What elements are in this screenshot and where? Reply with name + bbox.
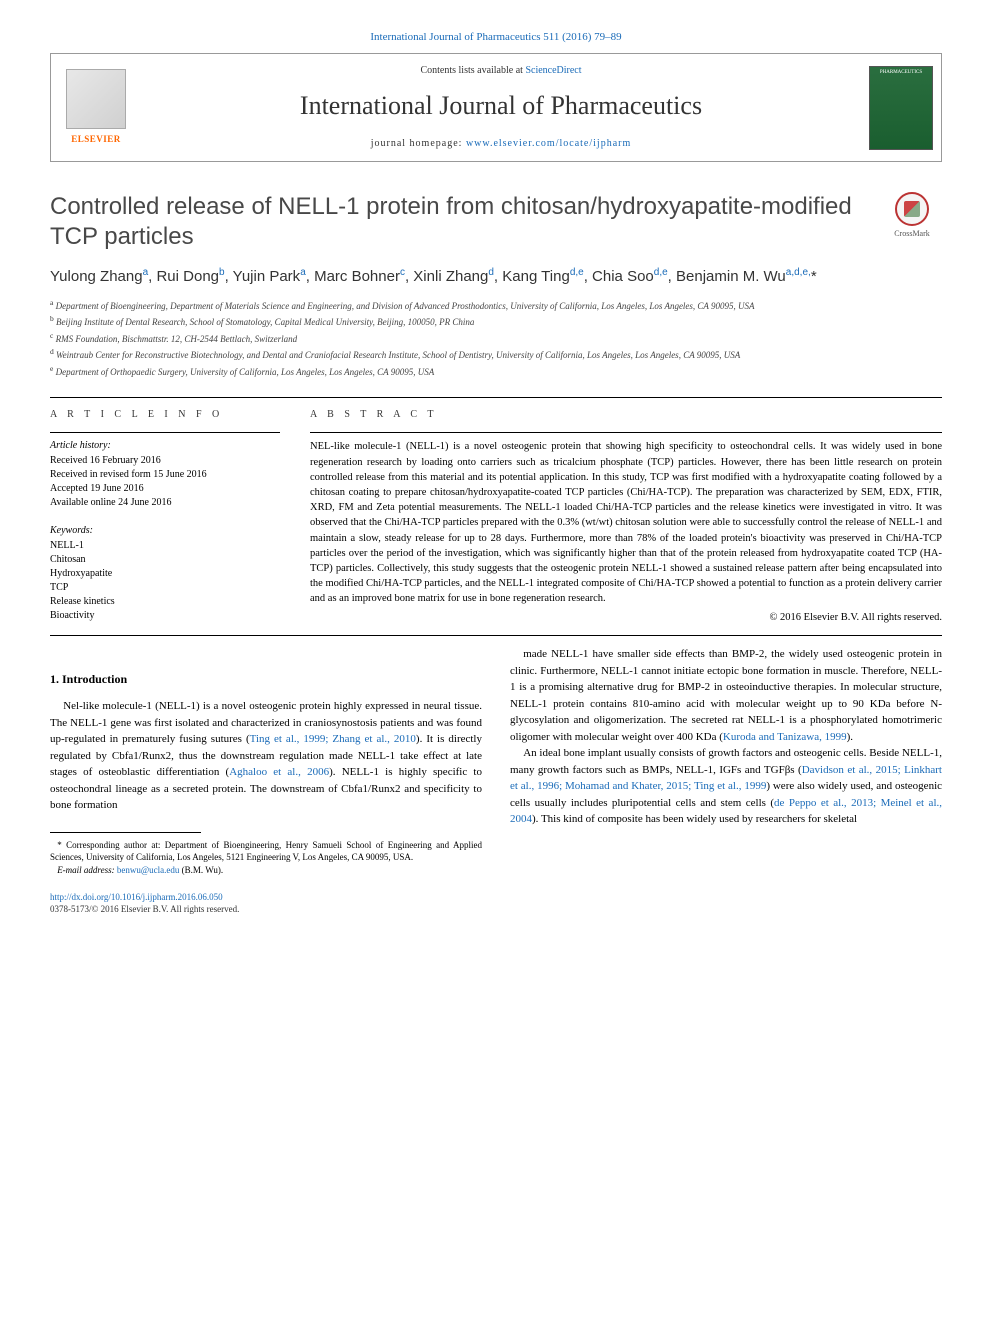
abstract-copyright: © 2016 Elsevier B.V. All rights reserved… xyxy=(310,611,942,626)
crossmark-badge[interactable]: CrossMark xyxy=(882,192,942,239)
article-info: A R T I C L E I N F O Article history: R… xyxy=(50,408,280,625)
journal-header: ELSEVIER Contents lists available at Sci… xyxy=(50,53,942,161)
cover-thumbnail: PHARMACEUTICS xyxy=(869,66,933,150)
article-title: Controlled release of NELL-1 protein fro… xyxy=(50,192,862,252)
elsevier-logo[interactable]: ELSEVIER xyxy=(51,54,141,160)
affiliation-line: c RMS Foundation, Bischmattstr. 12, CH-2… xyxy=(50,330,942,347)
authors-line: Yulong Zhanga, Rui Dongb, Yujin Parka, M… xyxy=(50,266,942,287)
crossmark-label: CrossMark xyxy=(894,229,930,238)
history-line: Received 16 February 2016 xyxy=(50,454,280,468)
contents-prefix: Contents lists available at xyxy=(420,65,525,76)
citation-link[interactable]: Ting et al., 1999; Zhang et al., 2010 xyxy=(250,733,416,745)
section-divider xyxy=(50,635,942,636)
info-abstract-row: A R T I C L E I N F O Article history: R… xyxy=(50,408,942,625)
cover-label: PHARMACEUTICS xyxy=(872,69,930,76)
keyword: Chitosan xyxy=(50,553,280,567)
email-label: E-mail address: xyxy=(57,865,117,875)
citation-link[interactable]: Aghaloo et al., 2006 xyxy=(229,766,329,778)
history-line: Received in revised form 15 June 2016 xyxy=(50,468,280,482)
affiliation-line: d Weintraub Center for Reconstructive Bi… xyxy=(50,346,942,363)
title-row: Controlled release of NELL-1 protein fro… xyxy=(50,192,942,252)
sciencedirect-link[interactable]: ScienceDirect xyxy=(525,65,581,76)
keyword: Hydroxyapatite xyxy=(50,567,280,581)
doi-link[interactable]: http://dx.doi.org/10.1016/j.ijpharm.2016… xyxy=(50,891,942,904)
email-link[interactable]: benwu@ucla.edu xyxy=(117,865,180,875)
email-suffix: (B.M. Wu). xyxy=(179,865,223,875)
keyword: NELL-1 xyxy=(50,539,280,553)
contents-line: Contents lists available at ScienceDirec… xyxy=(161,64,841,78)
keyword: TCP xyxy=(50,581,280,595)
issn-line: 0378-5173/© 2016 Elsevier B.V. All right… xyxy=(50,903,942,916)
body-two-column: 1. Introduction Nel-like molecule-1 (NEL… xyxy=(50,646,942,876)
keywords-label: Keywords: xyxy=(50,524,280,538)
corresponding-footnote: * Corresponding author at: Department of… xyxy=(50,839,482,864)
body-text: ). This kind of composite has been widel… xyxy=(532,813,857,825)
journal-name: International Journal of Pharmaceutics xyxy=(161,88,841,124)
crossmark-icon xyxy=(895,192,929,226)
abstract-heading: A B S T R A C T xyxy=(310,408,942,422)
journal-homepage: journal homepage: www.elsevier.com/locat… xyxy=(161,137,841,151)
email-footnote: E-mail address: benwu@ucla.edu (B.M. Wu)… xyxy=(50,864,482,877)
article-info-heading: A R T I C L E I N F O xyxy=(50,408,280,422)
elsevier-tree-icon xyxy=(66,69,126,129)
footnote-divider xyxy=(50,832,201,833)
abstract-text: NEL-like molecule-1 (NELL-1) is a novel … xyxy=(310,439,942,606)
affiliation-line: a Department of Bioengineering, Departme… xyxy=(50,297,942,314)
body-paragraph: Nel-like molecule-1 (NELL-1) is a novel … xyxy=(50,698,482,814)
abstract-divider xyxy=(310,432,942,433)
citation-link[interactable]: Kuroda and Tanizawa, 1999 xyxy=(723,731,847,743)
abstract-column: A B S T R A C T NEL-like molecule-1 (NEL… xyxy=(310,408,942,625)
body-paragraph: An ideal bone implant usually consists o… xyxy=(510,745,942,828)
header-center: Contents lists available at ScienceDirec… xyxy=(141,54,861,160)
journal-cover[interactable]: PHARMACEUTICS xyxy=(861,54,941,160)
keyword: Bioactivity xyxy=(50,609,280,623)
keyword: Release kinetics xyxy=(50,595,280,609)
homepage-link[interactable]: www.elsevier.com/locate/ijpharm xyxy=(466,138,631,149)
history-label: Article history: xyxy=(50,439,280,453)
section-divider xyxy=(50,397,942,398)
affiliation-line: b Beijing Institute of Dental Research, … xyxy=(50,313,942,330)
affiliation-line: e Department of Orthopaedic Surgery, Uni… xyxy=(50,363,942,380)
history-line: Accepted 19 June 2016 xyxy=(50,482,280,496)
body-paragraph: made NELL-1 have smaller side effects th… xyxy=(510,646,942,745)
info-divider xyxy=(50,432,280,433)
top-citation[interactable]: International Journal of Pharmaceutics 5… xyxy=(50,30,942,45)
body-text: ). xyxy=(847,731,853,743)
homepage-prefix: journal homepage: xyxy=(371,138,466,149)
affiliations: a Department of Bioengineering, Departme… xyxy=(50,297,942,380)
section-1-heading: 1. Introduction xyxy=(50,670,482,688)
body-text: made NELL-1 have smaller side effects th… xyxy=(510,648,942,743)
history-line: Available online 24 June 2016 xyxy=(50,496,280,510)
elsevier-wordmark: ELSEVIER xyxy=(71,133,121,146)
